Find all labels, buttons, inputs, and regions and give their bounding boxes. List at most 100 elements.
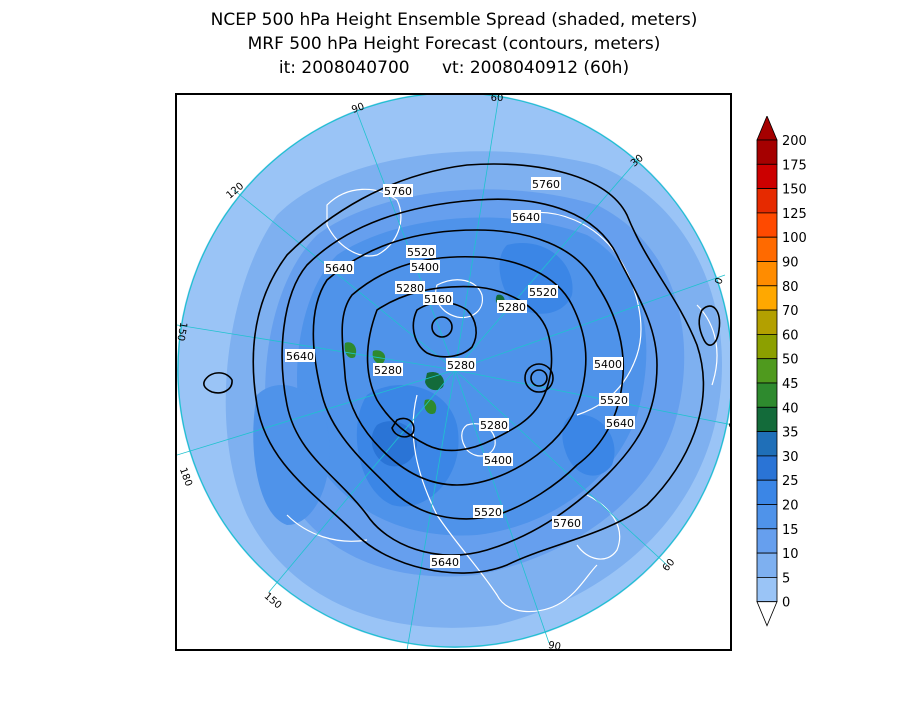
colorbar-level-label: 100 [782, 231, 807, 246]
contour-label-box: 5760 [552, 516, 582, 530]
coastline-eurasia [516, 211, 642, 416]
colorbar-over-triangle [756, 116, 778, 141]
colorbar-box [756, 455, 778, 481]
colorbar-level-label: 200 [782, 134, 807, 149]
meridian-line-30w [454, 369, 730, 425]
coastline-alaska [286, 514, 368, 542]
colorbar-box [756, 406, 778, 432]
height-contours [203, 163, 721, 574]
colorbar-level-label: 35 [782, 426, 799, 441]
meridian-line-90e [356, 111, 456, 371]
contour-label: 5280 [374, 364, 402, 377]
colorbar-level-label: 0 [782, 596, 790, 611]
colorbar-level-label: 90 [782, 256, 799, 271]
contour-isolated-a [203, 372, 233, 394]
meridian-line-150w [268, 369, 456, 593]
contour-label-box: 5640 [430, 555, 460, 569]
contour-5280 [366, 285, 553, 452]
colorbar-box [756, 163, 778, 189]
contour-label-box: 5520 [406, 245, 436, 259]
contour-label: 5400 [411, 261, 439, 274]
map-disk-rim [177, 95, 730, 648]
lon-label: 60 [491, 95, 504, 104]
coastlines [286, 188, 718, 613]
colorbar-box [756, 382, 778, 408]
colorbar-box [756, 261, 778, 287]
contour-label: 5520 [474, 506, 502, 519]
contour-label: 5400 [484, 454, 512, 467]
meridian-line-120w [406, 369, 456, 649]
contour-label-box: 5280 [395, 281, 425, 295]
spread-area-40a [425, 371, 444, 391]
colorbar-level-label: 25 [782, 474, 799, 489]
lon-label: 30 [726, 421, 732, 435]
colorbar-box [756, 236, 778, 262]
colorbar-level-label: 70 [782, 304, 799, 319]
contour-label-box: 5520 [528, 285, 558, 299]
meridian-line-150e [177, 324, 456, 371]
colorbar-box [756, 479, 778, 505]
contour-label-box: 5760 [531, 177, 561, 191]
contour-label-box: 5520 [599, 393, 629, 407]
contour-label: 5520 [529, 286, 557, 299]
meridian-line-60e [454, 95, 500, 371]
colorbar-under-triangle [756, 601, 778, 627]
map-frame: 60 30 0 30 60 90 120 150 180 150 120 90 … [175, 93, 732, 651]
contour-label: 5280 [498, 301, 526, 314]
contour-labels: 5760 5760 5640 5640 5520 5400 5280 5160 … [285, 177, 635, 569]
contour-low-center-a [431, 316, 453, 338]
contour-label-box: 5280 [497, 300, 527, 314]
contour-label: 5280 [396, 282, 424, 295]
colorbar-level-label: 125 [782, 207, 807, 222]
colorbar-level-label: 30 [782, 450, 799, 465]
contour-isolated-b [698, 305, 721, 346]
contour-label-box: 5400 [483, 453, 513, 467]
contour-low-center-b [530, 369, 548, 387]
colorbar-box [756, 431, 778, 457]
lon-label: 150 [177, 321, 189, 342]
colorbar-level-label: 40 [782, 401, 799, 416]
polar-map: 60 30 0 30 60 90 120 150 180 150 120 90 … [177, 95, 732, 651]
spread-area-45a [344, 342, 357, 359]
colorbar-box [756, 576, 778, 603]
contour-label-box: 5280 [373, 363, 403, 377]
colorbar-box [756, 212, 778, 238]
contour-label-box: 5640 [285, 349, 315, 363]
colorbar-level-label: 60 [782, 328, 799, 343]
contour-label-box: 5640 [511, 210, 541, 224]
contour-5520 [312, 229, 625, 520]
title-block: NCEP 500 hPa Height Ensemble Spread (sha… [0, 8, 908, 80]
colorbar-box [756, 309, 778, 335]
lon-label: 180 [177, 466, 194, 488]
colorbar-box [756, 552, 778, 578]
coastline-arctic-islands [435, 279, 484, 319]
contour-label: 5760 [532, 178, 560, 191]
lon-label: 90 [350, 101, 366, 116]
colorbar-level-label: 15 [782, 523, 799, 538]
colorbar-level-label: 175 [782, 158, 807, 173]
colorbar-box [756, 504, 778, 530]
colorbar-level-label: 20 [782, 499, 799, 514]
meridian-line-120e [233, 189, 456, 371]
title-line-3: it: 2008040700 vt: 2008040912 (60h) [278, 58, 630, 78]
spread-area-45b [372, 350, 386, 364]
colorbar-level-label: 10 [782, 547, 799, 562]
contour-label: 5280 [447, 359, 475, 372]
contour-label-box: 5160 [423, 292, 453, 306]
spread-area-25c [562, 414, 615, 476]
lon-label: 90 [547, 640, 561, 651]
contour-label-box: 5400 [593, 357, 623, 371]
contour-5760 [252, 163, 705, 574]
contour-label: 5760 [553, 517, 581, 530]
contour-label: 5640 [325, 262, 353, 275]
contour-label-box: 5280 [446, 358, 476, 372]
meridian-line-60w [454, 369, 668, 566]
colorbar-level-label: 80 [782, 280, 799, 295]
contour-label-box: 5760 [383, 184, 413, 198]
colorbar-box [756, 188, 778, 214]
colorbar-labels: 2001751501251009080706050454035302520151… [782, 134, 807, 611]
colorbar-level-label: 5 [782, 571, 790, 586]
colorbar: 2001751501251009080706050454035302520151… [756, 116, 807, 627]
colorbar-boxes [756, 116, 778, 627]
title-line-1: NCEP 500 hPa Height Ensemble Spread (sha… [210, 10, 698, 30]
